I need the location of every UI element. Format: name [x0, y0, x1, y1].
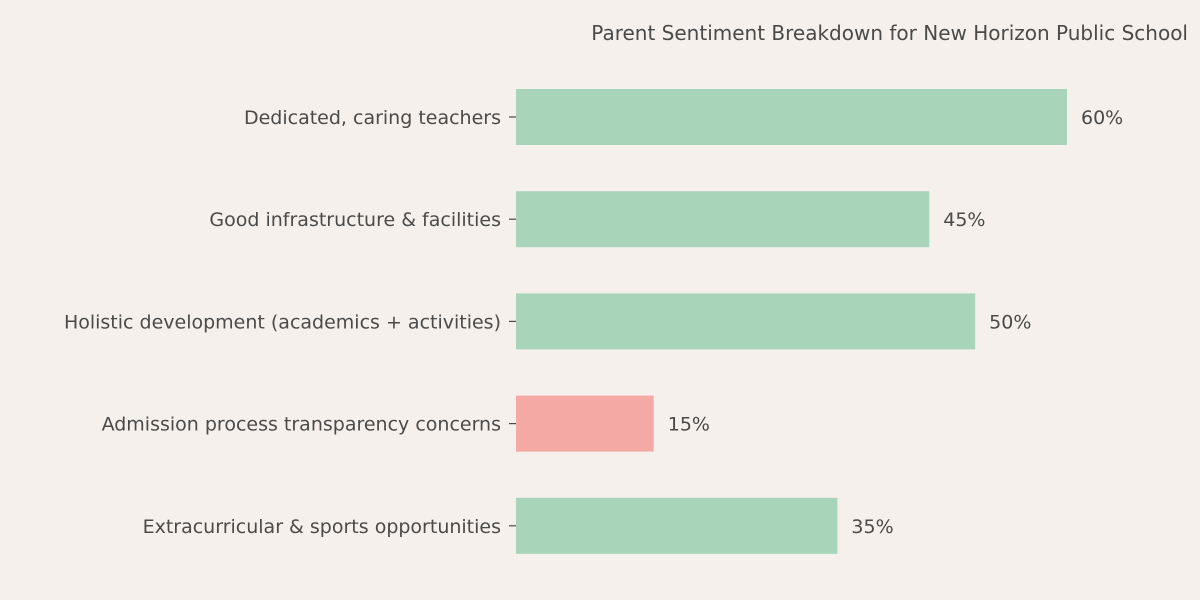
y-tick-label-4: Extracurricular & sports opportunities [143, 516, 501, 538]
bar-0 [516, 89, 1067, 145]
bar-2 [516, 293, 976, 350]
data-label-1: 45% [943, 209, 985, 231]
bar-4 [516, 497, 838, 554]
bars-layer: Dedicated, caring teachers 60% Good infras… [64, 89, 1123, 554]
bar-3 [516, 395, 654, 452]
data-label-3: 15% [668, 414, 710, 436]
data-label-4: 35% [851, 516, 893, 538]
y-tick-label-1: Good infrastructure & facilities [209, 209, 501, 231]
chart-title: Parent Sentiment Breakdown for New Horiz… [591, 21, 1188, 45]
y-tick-label-0: Dedicated, caring teachers [244, 107, 501, 129]
y-tick-label-3: Admission process transparency concerns [102, 414, 501, 436]
data-label-0: 60% [1081, 107, 1123, 129]
data-label-2: 50% [989, 311, 1031, 333]
y-tick-label-2: Holistic development (academics + activi… [64, 311, 501, 333]
bar-1 [516, 191, 930, 248]
